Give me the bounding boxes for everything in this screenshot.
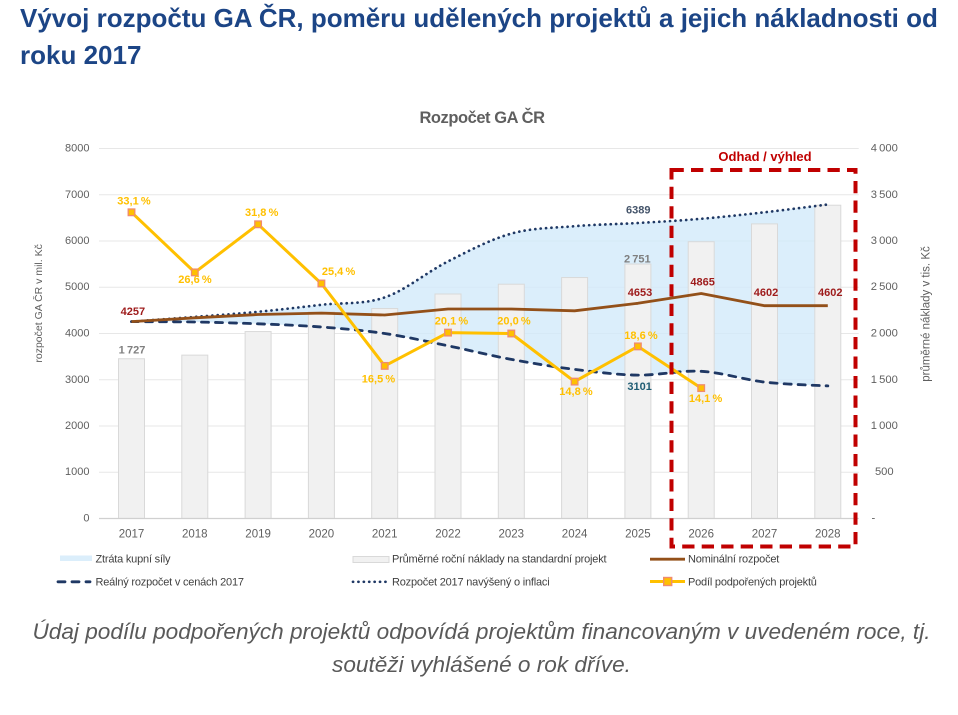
svg-text:2020: 2020 [309,528,335,540]
svg-text:Průměrné roční náklady na stan: Průměrné roční náklady na standardní pro… [392,554,607,566]
svg-text:31,8 %: 31,8 % [245,207,279,219]
svg-text:2 751: 2 751 [624,254,651,266]
svg-text:1 727: 1 727 [119,345,146,357]
svg-text:Rozpočet GA ČR: Rozpočet GA ČR [419,108,545,127]
svg-text:Podíl podpořených projektů: Podíl podpořených projektů [688,577,817,589]
svg-text:20,1 %: 20,1 % [435,315,469,327]
svg-text:18,6 %: 18,6 % [624,330,658,342]
svg-text:16,5 %: 16,5 % [362,373,396,385]
svg-text:7000: 7000 [65,189,89,201]
svg-text:1000: 1000 [65,466,89,478]
svg-text:26,6 %: 26,6 % [178,274,212,286]
svg-text:2023: 2023 [499,528,525,540]
svg-text:soutěži vyhlášené o rok dříve.: soutěži vyhlášené o rok dříve. [332,652,631,677]
svg-text:roku 2017: roku 2017 [20,40,141,70]
svg-text:2027: 2027 [752,528,778,540]
svg-text:1 000: 1 000 [871,420,898,432]
svg-text:6389: 6389 [626,205,650,217]
svg-text:4257: 4257 [121,306,145,318]
svg-text:2017: 2017 [119,528,145,540]
svg-text:rozpočet GA ČR v mil. Kč: rozpočet GA ČR v mil. Kč [32,244,45,362]
svg-text:Údaj podílu podpořených projek: Údaj podílu podpořených projektů odpovíd… [32,619,930,644]
svg-text:2 500: 2 500 [871,281,898,293]
svg-text:Rozpočet 2017 navýšený o infla: Rozpočet 2017 navýšený o inflaci [392,577,549,589]
svg-text:3 500: 3 500 [871,189,898,201]
svg-text:2028: 2028 [815,528,841,540]
svg-text:0: 0 [83,513,89,525]
svg-text:4602: 4602 [754,287,778,299]
svg-text:5000: 5000 [65,281,89,293]
svg-text:14,1 %: 14,1 % [689,393,723,405]
svg-text:4602: 4602 [818,287,842,299]
svg-text:20,0 %: 20,0 % [497,315,531,327]
svg-text:8000: 8000 [65,143,89,155]
svg-text:4000: 4000 [65,328,89,340]
svg-text:3 000: 3 000 [871,235,898,247]
svg-text:6000: 6000 [65,235,89,247]
svg-text:3101: 3101 [627,381,651,393]
svg-text:500: 500 [875,466,894,478]
svg-text:Odhad / výhled: Odhad / výhled [718,149,811,164]
svg-text:1 500: 1 500 [871,374,898,386]
svg-text:2026: 2026 [688,528,714,540]
svg-text:Vývoj rozpočtu GA ČR, poměru u: Vývoj rozpočtu GA ČR, poměru udělených p… [20,3,938,33]
svg-text:2022: 2022 [435,528,461,540]
svg-text:2021: 2021 [372,528,398,540]
svg-text:2018: 2018 [182,528,208,540]
svg-text:4865: 4865 [690,277,714,289]
svg-text:2019: 2019 [245,528,271,540]
svg-text:Nominální rozpočet: Nominální rozpočet [688,554,779,566]
svg-text:Reálný rozpočet v cenách 2017: Reálný rozpočet v cenách 2017 [96,577,244,589]
svg-text:2000: 2000 [65,420,89,432]
svg-text:33,1 %: 33,1 % [117,196,151,208]
svg-text:14,8 %: 14,8 % [559,386,593,398]
svg-text:25,4 %: 25,4 % [322,266,356,278]
svg-text:-: - [872,513,876,525]
svg-text:2024: 2024 [562,528,588,540]
svg-text:4 000: 4 000 [871,143,898,155]
svg-text:2025: 2025 [625,528,651,540]
svg-text:4653: 4653 [628,287,652,299]
svg-text:2 000: 2 000 [871,328,898,340]
svg-text:3000: 3000 [65,374,89,386]
svg-text:průměrné náklady v tis. Kč: průměrné náklady v tis. Kč [921,246,933,382]
svg-text:Ztráta kupní síly: Ztráta kupní síly [96,554,172,566]
